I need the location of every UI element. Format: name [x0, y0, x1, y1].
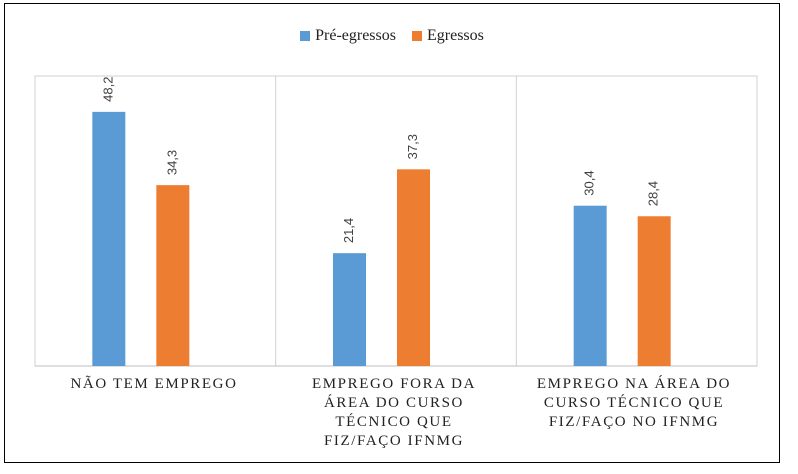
category-label-nao-tem-emprego: NÃO TEM EMPREGO: [70, 376, 238, 392]
data-label: 37,3: [405, 134, 420, 159]
legend-swatch-egressos: [411, 31, 422, 41]
category-label-emprego-fora: EMPREGO FORA DA ÁREA DO CURSO TÉCNICO QU…: [311, 376, 477, 449]
data-label: 30,4: [582, 170, 597, 195]
legend-label-egressos: Egressos: [426, 27, 484, 44]
data-label: 34,3: [164, 150, 179, 175]
legend: Pré-egressos Egressos: [5, 26, 779, 46]
bar-egressos: [397, 169, 430, 366]
data-label: 21,4: [341, 218, 356, 243]
plot-area: 48,2 34,3 21,4 37,3 30,4 28,4: [34, 75, 758, 367]
chart-frame: Pré-egressos Egressos 48,2 34,3 21,4 37,3 30…: [4, 3, 780, 463]
bar-egressos: [156, 185, 190, 366]
bar-egressos: [637, 216, 671, 366]
bar-pre-egressos: [92, 111, 126, 366]
bar-pre-egressos: [333, 253, 366, 366]
legend-swatch-pre-egressos: [300, 31, 311, 41]
legend-item-egressos: Egressos: [411, 27, 484, 45]
category-label-emprego-na-area: EMPREGO NA ÁREA DO CURSO TÉCNICO QUE FIZ…: [536, 376, 732, 430]
bar-pre-egressos: [573, 205, 607, 366]
data-label: 48,2: [100, 77, 115, 102]
legend-label-pre-egressos: Pré-egressos: [315, 27, 396, 44]
data-label: 28,4: [646, 181, 661, 206]
legend-item-pre-egressos: Pré-egressos: [300, 27, 396, 45]
